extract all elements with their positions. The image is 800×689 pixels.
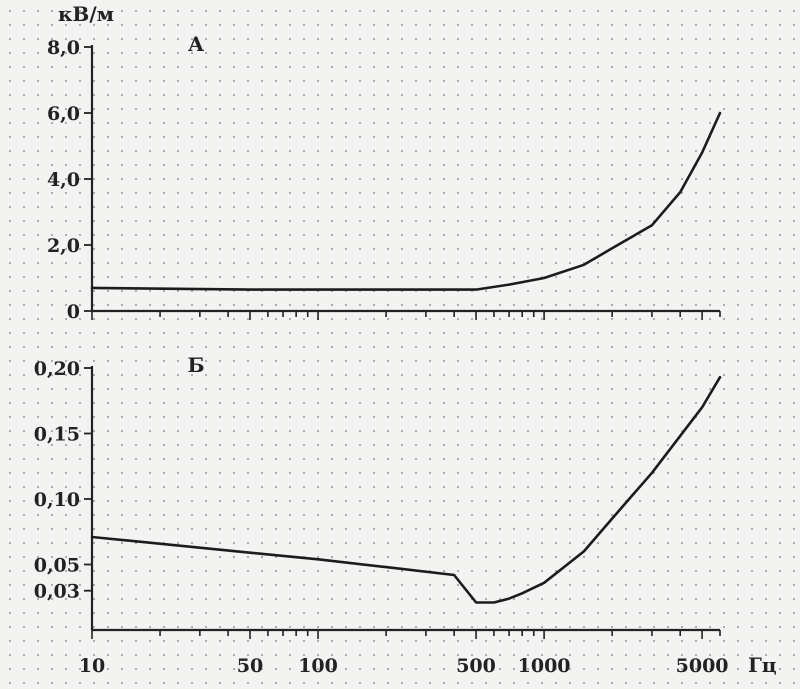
x-tick-label: 5000 [676, 655, 729, 677]
series-line-1 [90, 111, 722, 291]
y-tick-label: 0 [67, 301, 80, 323]
y-tick-label: 4,0 [47, 169, 80, 191]
x-axis-unit-label: Гц [748, 653, 777, 677]
y-tick-label: 0,20 [34, 358, 80, 380]
y-tick-label: 0,15 [34, 424, 80, 446]
y-tick-label: 0,05 [34, 555, 80, 577]
y-tick-label: 6,0 [47, 103, 80, 125]
y-tick-label: 0,03 [34, 581, 80, 603]
x-tick-label: 100 [298, 655, 338, 677]
y-tick-label: 8,0 [47, 37, 80, 59]
y-axis-unit-label: кВ/м [58, 2, 114, 26]
y-tick-label: 2,0 [47, 235, 80, 257]
y-tick-label: 0,10 [34, 489, 80, 511]
x-tick-label: 50 [237, 655, 263, 677]
series-line-2 [90, 375, 722, 604]
panel-label: Б [187, 353, 204, 377]
x-tick-label: 1000 [518, 655, 571, 677]
x-tick-label: 10 [79, 655, 105, 677]
panel-label: А [188, 32, 205, 56]
x-tick-label: 500 [456, 655, 496, 677]
